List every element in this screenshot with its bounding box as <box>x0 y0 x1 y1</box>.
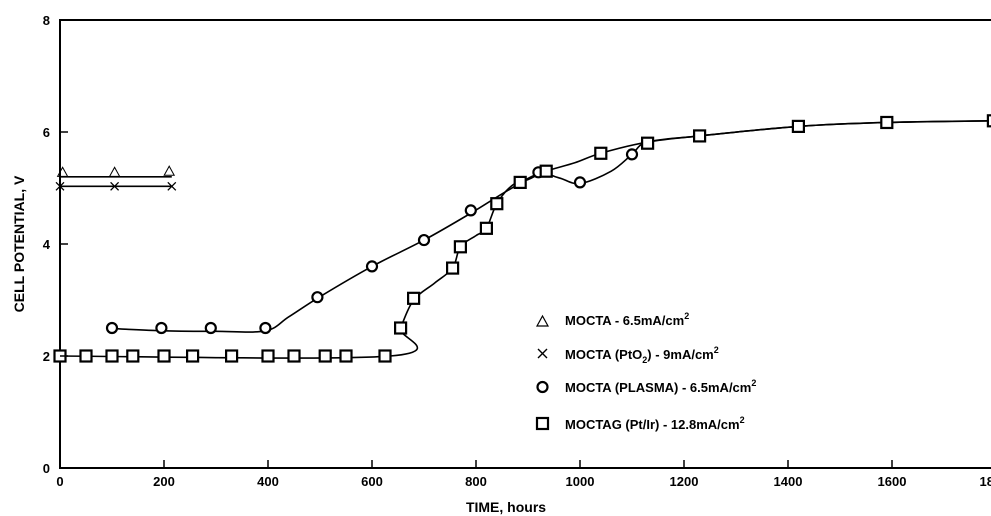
point-square <box>694 130 705 141</box>
x-tick-label: 600 <box>361 474 383 489</box>
point-triangle <box>110 167 120 176</box>
legend-label-mocta: MOCTA - 6.5mA/cm <box>565 313 684 328</box>
ticks: 0 200 400 600 800 1000 1200 1400 1600 1800 0 2 4 6 8 <box>43 13 991 489</box>
svg-text:MOCTAG (Pt/Ir) - 12.8mA/cm2: MOCTAG (Pt/Ir) - 12.8mA/cm2 <box>565 415 745 432</box>
y-axis-title: CELL POTENTIAL, V <box>11 175 27 312</box>
legend-entry-mocta-plasma: MOCTA (PLASMA) - 6.5mA/cm2 <box>538 378 757 395</box>
markers <box>55 115 991 361</box>
point-square <box>380 351 391 362</box>
point-square <box>793 121 804 132</box>
plot-frame <box>60 20 991 468</box>
point-square <box>408 293 419 304</box>
point-circle <box>156 323 166 333</box>
svg-text:MOCTA (PLASMA) - 6.5mA/cm2: MOCTA (PLASMA) - 6.5mA/cm2 <box>565 378 756 395</box>
x-tick-label: 400 <box>257 474 279 489</box>
legend-entry-mocta: MOCTA - 6.5mA/cm2 <box>537 311 689 328</box>
point-square <box>642 138 653 149</box>
point-square <box>481 223 492 234</box>
legend-circle-icon <box>538 382 548 392</box>
point-square <box>515 177 526 188</box>
point-circle <box>107 323 117 333</box>
x-tick-label: 1000 <box>566 474 595 489</box>
legend-label-mocta-plasma: MOCTA (PLASMA) - 6.5mA/cm <box>565 380 751 395</box>
legend-entry-moctag: MOCTAG (Pt/Ir) - 12.8mA/cm2 <box>537 415 745 432</box>
x-tick-label: 800 <box>465 474 487 489</box>
point-square <box>159 351 170 362</box>
legend-sup-mocta-plasma: 2 <box>751 378 756 388</box>
x-tick-label: 0 <box>56 474 63 489</box>
point-circle <box>312 292 322 302</box>
point-square <box>395 323 406 334</box>
point-circle <box>419 235 429 245</box>
svg-text:MOCTA (PtO2) - 9mA/cm2: MOCTA (PtO2) - 9mA/cm2 <box>565 345 719 365</box>
point-circle <box>367 261 377 271</box>
y-tick-label: 4 <box>43 237 51 252</box>
fit-lines <box>60 121 991 358</box>
point-square <box>447 263 458 274</box>
point-circle <box>260 323 270 333</box>
x-tick-label: 200 <box>153 474 175 489</box>
legend-label-moctag: MOCTAG (Pt/Ir) - 12.8mA/cm <box>565 417 740 432</box>
point-circle <box>466 205 476 215</box>
point-square <box>263 351 274 362</box>
legend: MOCTA - 6.5mA/cm2 MOCTA (PtO2) - 9mA/cm2… <box>537 311 756 432</box>
point-square <box>541 166 552 177</box>
svg-text:MOCTA - 6.5mA/cm2: MOCTA - 6.5mA/cm2 <box>565 311 689 328</box>
point-square <box>187 351 198 362</box>
point-square <box>881 117 892 128</box>
point-square <box>320 351 331 362</box>
point-square <box>107 351 118 362</box>
point-square <box>491 198 502 209</box>
legend-sup-mocta-pto2: 2 <box>714 345 719 355</box>
point-square <box>226 351 237 362</box>
legend-label-mocta-pto2-b: ) - 9mA/cm <box>647 347 713 362</box>
y-tick-label: 8 <box>43 13 50 28</box>
legend-label-mocta-pto2-a: MOCTA (PtO <box>565 347 642 362</box>
point-square <box>127 351 138 362</box>
series-3-fit-line <box>60 121 991 358</box>
x-tick-label: 1200 <box>670 474 699 489</box>
point-square <box>455 241 466 252</box>
series-2-fit-line <box>112 121 991 332</box>
point-square <box>81 351 92 362</box>
legend-sup-mocta: 2 <box>684 311 689 321</box>
y-tick-label: 2 <box>43 349 50 364</box>
legend-triangle-icon <box>537 316 548 326</box>
x-tick-label: 1800 <box>980 474 991 489</box>
legend-entry-mocta-pto2: MOCTA (PtO2) - 9mA/cm2 <box>538 345 719 365</box>
point-triangle <box>164 166 174 175</box>
x-axis-title: TIME, hours <box>466 499 546 515</box>
point-square <box>289 351 300 362</box>
legend-sup-moctag: 2 <box>740 415 745 425</box>
x-tick-label: 1400 <box>774 474 803 489</box>
point-square <box>595 148 606 159</box>
point-circle <box>575 177 585 187</box>
legend-square-icon <box>537 418 548 429</box>
point-square <box>341 351 352 362</box>
legend-x-icon <box>538 349 547 358</box>
point-circle <box>206 323 216 333</box>
x-tick-label: 1600 <box>878 474 907 489</box>
point-circle <box>627 149 637 159</box>
y-tick-label: 0 <box>43 461 50 476</box>
y-tick-label: 6 <box>43 125 50 140</box>
